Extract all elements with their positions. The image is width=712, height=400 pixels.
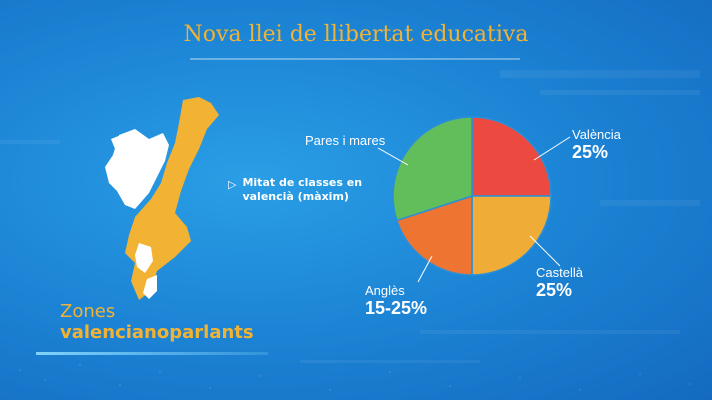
zones-label-line2: valencianoparlants [60, 322, 254, 343]
slice-name: Anglès [365, 283, 405, 298]
map-zone-castilian-tip [143, 275, 157, 299]
slice-value: 25% [572, 142, 609, 162]
zones-label-line1: Zones [60, 301, 116, 322]
page-title: Nova llei de llibertat educativa [183, 22, 529, 47]
map-note-line: valencià (màxim) [242, 190, 349, 203]
map-note-line: Mitat de classes en [242, 176, 363, 189]
title-divider [190, 58, 520, 60]
map-note-text: Mitat de classes en valencià (màxim) [242, 176, 372, 204]
leader-line [417, 255, 433, 283]
map-zone-castilian [105, 129, 169, 209]
leader-line [377, 147, 409, 166]
slice-label-pares: Pares i mares [305, 133, 385, 148]
zones-legend: Zones valencianoparlants [60, 302, 254, 344]
play-triangle-icon: ▷ [228, 178, 237, 191]
slice-label-angles: Anglès 15-25% [365, 283, 427, 318]
map-zone-castilian-south [135, 243, 153, 273]
slice-name: València [572, 127, 621, 142]
slice-name: Pares i mares [305, 133, 386, 148]
map-note: ▷ Mitat de classes en valencià (màxim) [228, 176, 372, 204]
pie-slice-castell- [471, 195, 552, 276]
leader-line [533, 136, 571, 161]
slice-label-castella: Castellà 25% [536, 265, 583, 300]
slice-value: 15-25% [365, 298, 428, 318]
slice-label-valencia: València 25% [572, 127, 621, 162]
valencia-region-map [105, 97, 219, 300]
slice-value: 25% [536, 280, 573, 300]
map-zone-castilian-enclave [111, 135, 123, 149]
pie-slice-val-ncia [471, 116, 552, 197]
slice-name: Castellà [536, 265, 583, 280]
zones-divider [36, 352, 268, 355]
leader-line [529, 235, 561, 267]
pie-slice-pares-i-mares [392, 116, 473, 222]
pie-slice-angl-s [395, 194, 473, 276]
